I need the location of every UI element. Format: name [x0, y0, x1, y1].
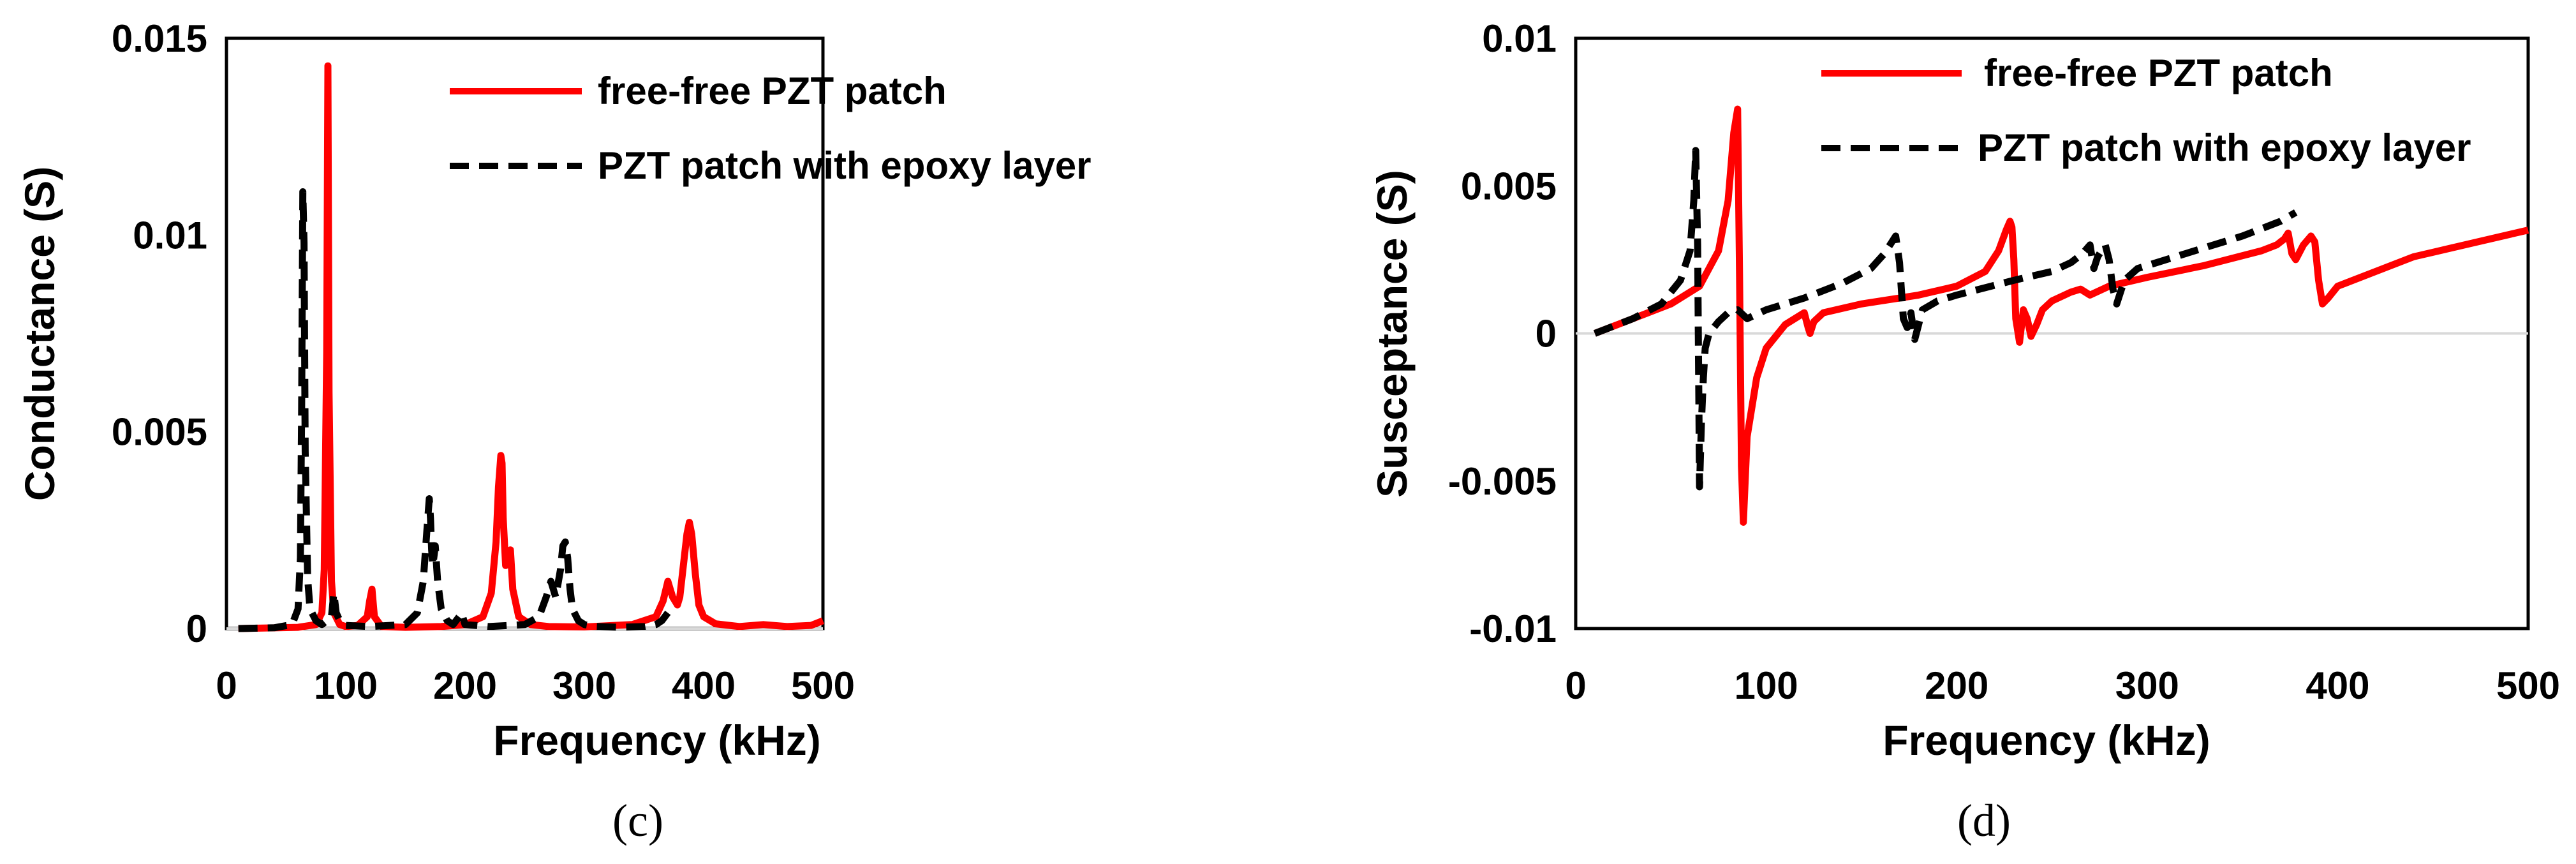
legend-label-epoxy: PZT patch with epoxy layer: [598, 144, 1092, 187]
plot-area-frame: [225, 36, 825, 630]
panel-caption: (d): [1957, 795, 2011, 846]
series-layer: [238, 62, 825, 632]
series-line-epoxy: [1593, 147, 2298, 491]
x-tick-label: 200: [433, 664, 497, 707]
legend-label-free-free: free-free PZT patch: [1984, 52, 2333, 94]
y-tick-label: 0.01: [133, 214, 207, 257]
x-tick-label: 500: [2496, 664, 2560, 707]
series-line-free-free: [1593, 105, 2529, 526]
y-axis-title: Conductance (S): [16, 167, 63, 501]
legend: free-free PZT patch PZT patch with epoxy…: [1821, 52, 2471, 169]
legend-label-epoxy: PZT patch with epoxy layer: [1978, 126, 2471, 169]
x-tick-label: 400: [2306, 664, 2369, 707]
series-line-epoxy: [238, 188, 671, 632]
y-tick-label: 0.015: [112, 17, 207, 60]
y-tick-label: 0: [1536, 313, 1557, 355]
legend: free-free PZT patch PZT patch with epoxy…: [450, 70, 1092, 187]
legend-label-free-free: free-free PZT patch: [598, 70, 947, 112]
y-tick-label: 0.01: [1482, 17, 1557, 60]
x-tick-label: 100: [314, 664, 378, 707]
x-axis-title: Frequency (kHz): [1883, 717, 2210, 764]
x-tick-label: 200: [1925, 664, 1988, 707]
conductance-chart: 0 100 200 300 400 500 0 0.005 0.01 0.015 Frequenc…: [16, 17, 1092, 846]
y-tick-label: 0.005: [112, 411, 207, 454]
series-layer: [1593, 105, 2529, 526]
susceptance-chart: 0 100 200 300 400 500 -0.01 -0.005 0 0.005 0.01 Fr…: [1368, 17, 2560, 846]
tick-labels: 0 100 200 300 400 500 0 0.005 0.01 0.015: [112, 17, 855, 707]
y-tick-label: -0.005: [1448, 460, 1557, 503]
y-axis-title: Susceptance (S): [1368, 170, 1416, 498]
x-tick-label: 0: [216, 664, 237, 707]
y-tick-label: -0.01: [1469, 607, 1557, 650]
x-tick-label: 500: [791, 664, 855, 707]
x-tick-label: 400: [672, 664, 736, 707]
panel-caption: (c): [612, 795, 663, 846]
x-tick-label: 100: [1735, 664, 1798, 707]
y-tick-label: 0: [186, 607, 207, 650]
x-tick-label: 0: [1565, 664, 1586, 707]
tick-labels: 0 100 200 300 400 500 -0.01 -0.005 0 0.005 0.01: [1448, 17, 2560, 707]
y-tick-label: 0.005: [1461, 165, 1557, 207]
x-axis-title: Frequency (kHz): [493, 717, 820, 764]
x-tick-label: 300: [552, 664, 616, 707]
x-tick-label: 300: [2115, 664, 2179, 707]
